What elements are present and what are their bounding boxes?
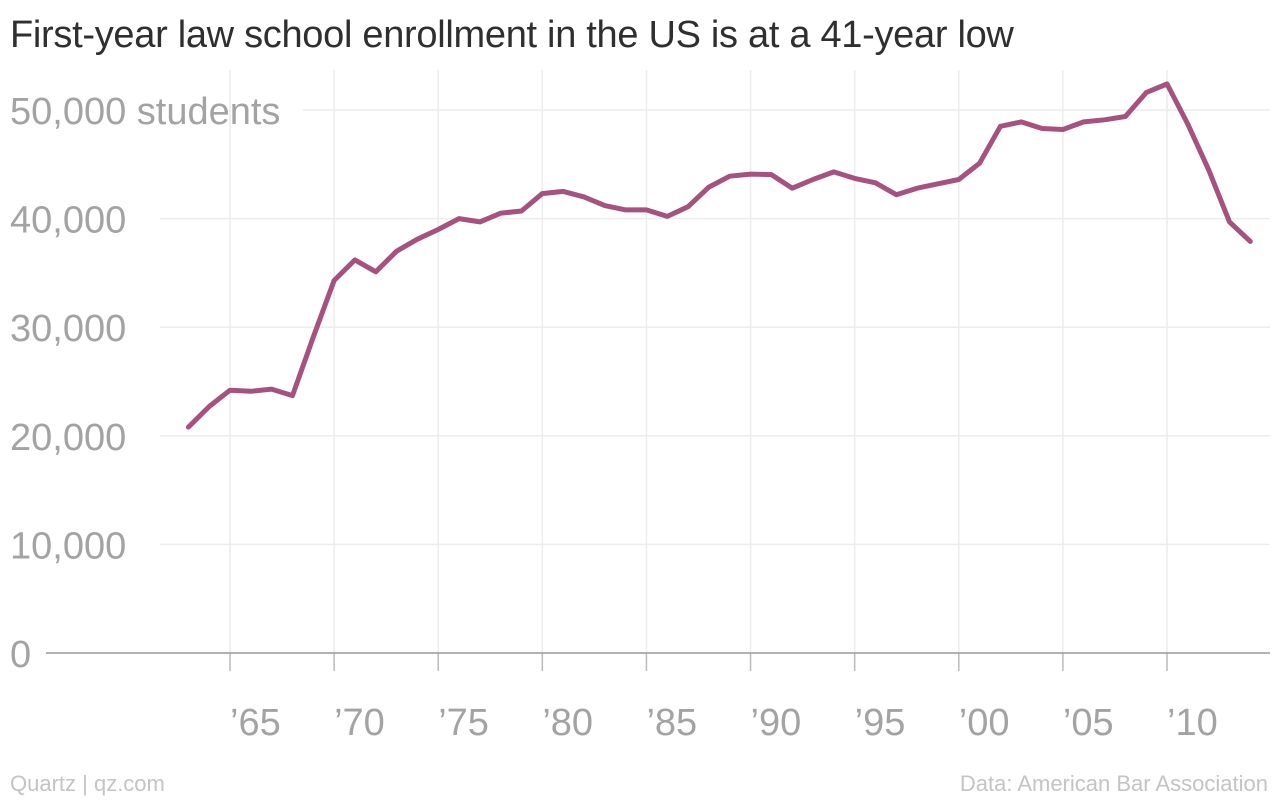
data-point: [935, 181, 940, 186]
y-tick-label: 40,000: [10, 200, 126, 242]
data-point: [332, 278, 337, 283]
data-point: [1165, 81, 1170, 86]
data-point: [207, 404, 212, 409]
x-tick-label: ’70: [334, 702, 385, 744]
y-tick-label: 0: [10, 634, 31, 676]
data-point: [269, 387, 274, 392]
data-point: [811, 177, 816, 182]
source-credit: Quartz | qz.com: [10, 771, 165, 796]
data-point: [665, 214, 670, 219]
data-point: [873, 180, 878, 185]
data-point: [1102, 117, 1107, 122]
data-point: [602, 203, 607, 208]
data-point: [686, 204, 691, 209]
x-tick-label: ’95: [855, 702, 906, 744]
data-point: [1185, 122, 1190, 127]
data-point: [831, 169, 836, 174]
data-point: [498, 211, 503, 216]
x-tick-label: ’80: [542, 702, 593, 744]
data-point: [519, 208, 524, 213]
data-point: [457, 216, 462, 221]
x-tick-label: ’10: [1167, 702, 1218, 744]
data-point: [352, 257, 357, 262]
data-point: [915, 186, 920, 191]
series-line: [185, 81, 1253, 430]
data-point: [581, 194, 586, 199]
data-credit: Data: American Bar Association: [959, 771, 1268, 796]
data-point: [1019, 119, 1024, 124]
data-point: [706, 185, 711, 190]
data-point: [373, 269, 378, 274]
data-point: [1081, 119, 1086, 124]
data-point: [540, 191, 545, 196]
y-axis-ticks: 0 10,000 20,000 30,000 40,000 50,000 students: [10, 91, 280, 676]
data-point: [894, 192, 899, 197]
data-point: [1060, 127, 1065, 132]
data-point: [748, 172, 753, 177]
data-point: [623, 207, 628, 212]
x-tick-label: ’00: [959, 702, 1010, 744]
data-point: [186, 425, 191, 430]
data-point: [561, 189, 566, 194]
y-tick-label: 30,000: [10, 308, 126, 350]
y-tick-label: 50,000 students: [10, 91, 280, 133]
y-tick-label: 20,000: [10, 417, 126, 459]
data-point: [1040, 126, 1045, 131]
data-point: [977, 161, 982, 166]
data-point: [727, 174, 732, 179]
x-axis-ticks: ’65 ’70 ’75 ’80 ’85 ’90 ’95 ’00 ’05 ’10: [229, 653, 1218, 744]
y-tick-label: 10,000: [10, 525, 126, 567]
data-point: [1227, 219, 1232, 224]
data-point: [644, 207, 649, 212]
x-tick-label: ’65: [230, 702, 281, 744]
data-point: [248, 389, 253, 394]
series-enrollment: [185, 81, 1253, 430]
gridlines: [160, 70, 1270, 653]
x-tick-label: ’05: [1063, 702, 1114, 744]
data-point: [998, 124, 1003, 129]
data-point: [790, 186, 795, 191]
data-point: [852, 176, 857, 181]
data-point: [415, 237, 420, 242]
x-tick-label: ’75: [438, 702, 489, 744]
data-point: [394, 249, 399, 254]
data-point: [477, 219, 482, 224]
chart-title: First-year law school enrollment in the …: [10, 14, 1014, 56]
data-point: [1206, 167, 1211, 172]
data-point: [290, 393, 295, 398]
data-point: [769, 172, 774, 177]
x-tick-label: ’90: [751, 702, 802, 744]
data-point: [311, 334, 316, 339]
data-point: [1144, 90, 1149, 95]
data-point: [1123, 114, 1128, 119]
data-point: [228, 388, 233, 393]
data-point: [436, 227, 441, 232]
data-point: [1248, 239, 1253, 244]
data-point: [956, 177, 961, 182]
x-tick-label: ’85: [646, 702, 697, 744]
